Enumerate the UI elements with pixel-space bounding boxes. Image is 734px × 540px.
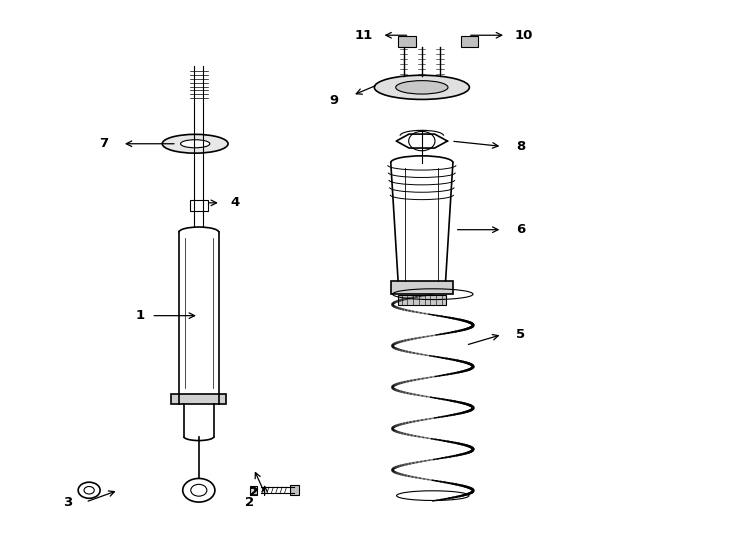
Ellipse shape — [396, 80, 448, 94]
Bar — [391, 281, 453, 294]
Bar — [250, 486, 258, 495]
Text: 4: 4 — [230, 197, 240, 210]
Text: 8: 8 — [516, 140, 526, 153]
Text: 9: 9 — [330, 94, 338, 107]
Text: 5: 5 — [516, 328, 525, 341]
Text: 2: 2 — [245, 496, 255, 509]
Bar — [461, 36, 478, 47]
Bar — [399, 36, 416, 47]
Text: 1: 1 — [136, 309, 145, 322]
Text: 7: 7 — [99, 137, 109, 150]
Bar — [290, 485, 299, 495]
Text: 6: 6 — [516, 223, 526, 236]
Ellipse shape — [374, 75, 469, 99]
FancyBboxPatch shape — [189, 200, 208, 211]
Bar — [172, 394, 226, 404]
Text: 3: 3 — [62, 496, 72, 509]
Ellipse shape — [162, 134, 228, 153]
Text: 11: 11 — [355, 29, 372, 42]
Text: 10: 10 — [515, 29, 534, 42]
Ellipse shape — [181, 140, 210, 148]
Text: 2: 2 — [249, 487, 258, 500]
Text: 2: 2 — [249, 487, 258, 500]
Bar — [398, 295, 446, 305]
